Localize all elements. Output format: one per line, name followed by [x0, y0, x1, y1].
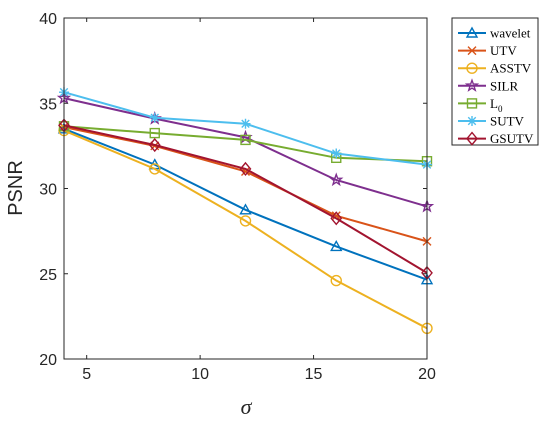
data-point-asstv-2 [149, 163, 161, 175]
data-point-utv-4 [331, 211, 341, 221]
series-line-wavelet [63, 127, 428, 281]
legend-box [451, 17, 539, 146]
legend-swatch-marker [467, 46, 477, 56]
plot-area [64, 18, 427, 359]
y-tick-label: 20 [39, 352, 57, 369]
data-point-gsutv-3 [239, 161, 252, 176]
y-tick-label: 35 [39, 96, 57, 113]
data-point-asstv-3 [239, 215, 252, 227]
legend-swatch-marker [466, 62, 478, 74]
legend-label: SUTV [490, 114, 525, 129]
y-tick-label: 25 [39, 267, 57, 284]
legend-entry-utv: UTV [458, 43, 517, 58]
series-line-l0 [63, 125, 428, 163]
x-tick-label: 15 [305, 366, 323, 383]
legend-swatch-marker [466, 131, 478, 146]
legend-label: ASSTV [490, 61, 532, 76]
y-axis-label: PSNR [5, 160, 27, 216]
legend-swatch-marker [465, 26, 479, 38]
legend-entry-silr: SILR [458, 78, 519, 93]
legend-entry-gsutv: GSUTV [458, 131, 534, 146]
x-axis-label: σ [241, 394, 253, 419]
y-tick-label: 30 [39, 182, 57, 199]
legend-label: GSUTV [490, 131, 534, 146]
series-layer [56, 87, 435, 335]
data-point-l0-2 [149, 127, 160, 139]
data-point-silr-4 [329, 172, 344, 187]
x-tick-label: 10 [191, 366, 209, 383]
axes: 5 10 15 20 20 25 30 35 40 [39, 11, 436, 383]
data-point-wavelet-4 [330, 240, 343, 252]
legend-entry-wavelet: wavelet [458, 26, 531, 41]
series-line-gsutv [63, 124, 428, 274]
series-line-silr [63, 97, 428, 208]
legend-entry-sutv: SUTV [458, 114, 525, 129]
legend-swatch-marker [466, 98, 478, 109]
y-tick-label: 40 [39, 11, 57, 28]
legend-swatch-marker [464, 78, 480, 92]
data-point-sutv-2 [149, 112, 160, 123]
legend-label: SILR [490, 78, 519, 93]
data-point-sutv-3 [240, 118, 251, 129]
series-line-asstv [63, 129, 428, 330]
legend-label: UTV [490, 43, 517, 58]
x-tick-label: 20 [418, 366, 436, 383]
data-point-sutv-4 [331, 148, 342, 159]
legend-label-subscript: 0 [498, 104, 503, 114]
data-point-l0-3 [240, 134, 251, 146]
data-point-gsutv-2 [148, 137, 161, 153]
legend-entry-asstv: ASSTV [458, 61, 532, 76]
legend-label: wavelet [490, 26, 531, 41]
data-point-wavelet-3 [239, 203, 252, 215]
data-point-asstv-4 [330, 274, 342, 287]
data-point-gsutv-4 [330, 211, 343, 226]
legend-swatch-marker [467, 116, 477, 126]
x-tick-label: 5 [82, 366, 91, 383]
